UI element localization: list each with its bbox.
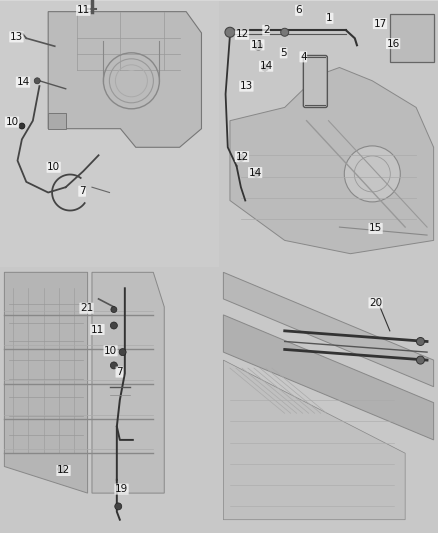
Circle shape [111, 306, 117, 312]
Polygon shape [223, 315, 434, 440]
Circle shape [254, 42, 262, 50]
Text: 13: 13 [10, 32, 23, 42]
Polygon shape [223, 272, 434, 387]
Text: 7: 7 [116, 367, 123, 377]
Bar [219, 267, 438, 533]
Circle shape [110, 362, 117, 369]
Text: 2: 2 [263, 25, 269, 35]
Text: 20: 20 [369, 298, 382, 308]
Text: 17: 17 [373, 19, 387, 29]
Circle shape [110, 322, 117, 329]
Polygon shape [92, 272, 164, 493]
Circle shape [281, 28, 289, 36]
Text: 16: 16 [386, 38, 400, 49]
Text: 21: 21 [80, 303, 93, 313]
Text: 4: 4 [300, 52, 307, 62]
Text: 1: 1 [326, 13, 333, 23]
FancyBboxPatch shape [304, 55, 327, 108]
Polygon shape [48, 12, 201, 147]
Polygon shape [223, 360, 405, 520]
Text: 10: 10 [6, 117, 18, 127]
Polygon shape [48, 112, 66, 128]
Text: 10: 10 [47, 162, 60, 172]
Text: 14: 14 [16, 77, 30, 87]
FancyBboxPatch shape [390, 14, 434, 62]
Text: 12: 12 [235, 29, 249, 39]
Circle shape [261, 64, 268, 71]
Circle shape [417, 337, 424, 345]
Text: 14: 14 [259, 61, 273, 71]
Text: 19: 19 [115, 484, 128, 494]
Circle shape [225, 27, 235, 37]
FancyBboxPatch shape [394, 17, 434, 60]
Circle shape [34, 78, 40, 84]
Circle shape [237, 155, 244, 161]
Text: 13: 13 [240, 81, 253, 91]
Circle shape [344, 146, 400, 202]
Text: 10: 10 [104, 346, 117, 356]
Circle shape [115, 503, 122, 510]
Text: 7: 7 [79, 186, 85, 196]
Text: 6: 6 [296, 5, 302, 15]
Circle shape [417, 356, 424, 364]
Text: 5: 5 [280, 48, 287, 58]
Polygon shape [4, 272, 88, 493]
Text: 14: 14 [248, 167, 262, 177]
Text: 11: 11 [91, 325, 104, 335]
Text: 11: 11 [251, 40, 264, 50]
Circle shape [119, 349, 126, 356]
Text: 12: 12 [235, 151, 249, 161]
Polygon shape [230, 68, 434, 254]
Bar [219, 1, 438, 267]
Bar [0, 267, 219, 533]
Circle shape [58, 466, 65, 473]
Bar [0, 1, 219, 267]
Text: 11: 11 [77, 5, 90, 15]
Text: 12: 12 [57, 465, 70, 475]
Text: 15: 15 [369, 223, 382, 233]
Circle shape [19, 123, 25, 129]
Circle shape [253, 171, 260, 177]
